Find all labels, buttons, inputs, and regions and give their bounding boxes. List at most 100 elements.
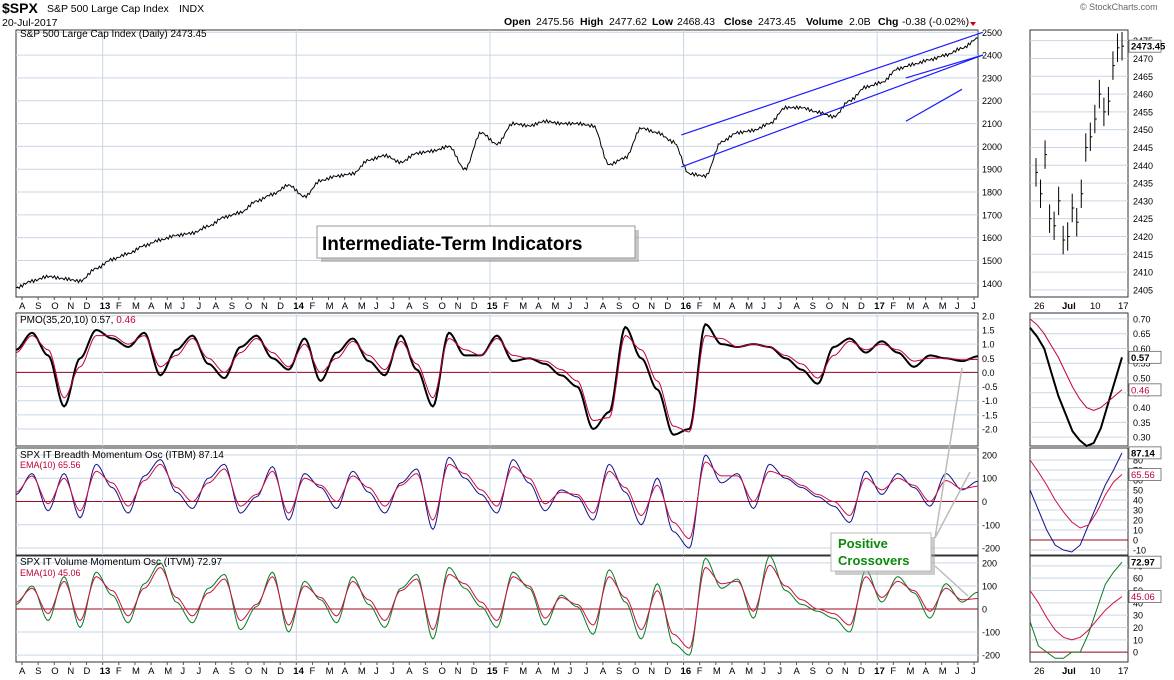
x-month-label: S (810, 666, 816, 677)
pmo-value-badge-text: 0.46 (1131, 385, 1150, 396)
x-month-label: A (729, 301, 736, 312)
x-month-label: F (116, 666, 122, 677)
itbm-inset-ytick-label: 0 (1133, 536, 1138, 546)
crossover-text-line1: Positive (838, 536, 888, 551)
x-month-label: A (535, 666, 542, 677)
x-month-label: D (277, 666, 284, 677)
pmo-inset-frame (1029, 312, 1129, 447)
inset-x-label: 26 (1034, 666, 1045, 677)
x-month-label: F (697, 666, 703, 677)
pmo-series-1-line (15, 335, 978, 433)
x-month-label: J (568, 666, 573, 677)
x-month-label: J (777, 301, 782, 312)
x-month-label: O (51, 301, 58, 312)
x-month-label: S (35, 666, 41, 677)
x-month-label: A (148, 301, 155, 312)
x-month-label: N (261, 301, 268, 312)
volume-label: Volume (806, 16, 843, 28)
itbm-inset-ytick-label: 30 (1133, 506, 1143, 516)
x-month-label: M (326, 301, 334, 312)
x-month-label: J (568, 301, 573, 312)
x-month-label: O (826, 666, 833, 677)
pmo-ytick-label: 2.0 (982, 311, 995, 321)
x-month-label: M (164, 666, 172, 677)
itvm-ytick-label: -200 (982, 651, 1000, 661)
x-month-label: A (148, 666, 155, 677)
x-month-label: J (584, 666, 589, 677)
x-month-label: A (923, 301, 930, 312)
pmo-ytick-label: 1.0 (982, 340, 995, 350)
x-month-label: J (196, 301, 201, 312)
x-month-label: J (390, 666, 395, 677)
close-label: Close (724, 16, 753, 28)
pmo-inset-series-0-line (1029, 327, 1123, 448)
price-ytick-label: 2500 (982, 28, 1002, 38)
x-year-label: 16 (681, 666, 692, 677)
x-month-label: O (439, 666, 446, 677)
x-month-label: A (213, 301, 220, 312)
inset-x-label: Jul (1062, 301, 1076, 312)
itbm-inset-ytick-label: 20 (1133, 516, 1143, 526)
price-ytick-label: 1400 (982, 279, 1002, 289)
price-panel-frame (15, 29, 979, 298)
price-inset-ytick-label: 2425 (1133, 214, 1153, 224)
x-month-label: F (503, 301, 509, 312)
inset-x-label: 17 (1118, 301, 1129, 312)
x-month-label: D (277, 301, 284, 312)
x-month-label: N (261, 666, 268, 677)
chart-axes: 1400150016001700180019002000210022002300… (19, 28, 1166, 677)
pmo-inset-ytick-label: 0.65 (1133, 329, 1151, 339)
callout-pointer-itvm (934, 565, 969, 597)
x-month-label: A (213, 666, 220, 677)
x-month-label: F (503, 666, 509, 677)
pmo-ytick-label: -1.5 (982, 410, 998, 420)
x-month-label: D (84, 666, 91, 677)
price-inset-ytick-label: 2465 (1133, 72, 1153, 82)
x-month-label: J (374, 666, 379, 677)
pmo-ytick-label: 1.5 (982, 325, 995, 335)
x-month-label: M (713, 301, 721, 312)
x-month-label: A (19, 666, 26, 677)
itbm-ema-label: EMA(10) 65.56 (20, 460, 81, 470)
x-month-label: F (890, 666, 896, 677)
x-month-label: D (858, 301, 865, 312)
price-inset-ytick-label: 2455 (1133, 107, 1153, 117)
x-year-label: 14 (293, 666, 304, 677)
x-year-label: 17 (874, 666, 885, 677)
x-year-label: 16 (681, 301, 692, 312)
trend-channel-line-1 (681, 54, 984, 168)
chg-label: Chg (878, 16, 898, 28)
x-month-label: N (455, 666, 462, 677)
inset-x-label: 17 (1118, 666, 1129, 677)
itvm-ema-label: EMA(10) 45.06 (20, 568, 81, 578)
high-value: 2477.62 (609, 16, 647, 28)
x-month-label: A (406, 666, 413, 677)
x-month-label: J (374, 301, 379, 312)
x-month-label: F (116, 301, 122, 312)
price-ytick-label: 2400 (982, 51, 1002, 61)
x-month-label: D (664, 666, 671, 677)
itbm-ytick-label: 100 (982, 474, 997, 484)
panel-labels: S&P 500 Large Cap Index (Daily) 2473.45 … (20, 29, 224, 578)
x-month-label: M (132, 666, 140, 677)
itbm-panel-label: SPX IT Breadth Momentum Osc (ITBM) 87.14 (20, 450, 224, 461)
brand-watermark: © StockCharts.com (1080, 2, 1158, 12)
pmo-panel-frame (15, 312, 979, 447)
pmo-panel-label: PMO(35,20,10) 0.57, 0.46 (20, 315, 136, 326)
pmo-value-badge-text: 0.57 (1131, 353, 1150, 364)
x-month-label: D (471, 301, 478, 312)
pmo-inset-ytick-label: 0.30 (1133, 433, 1151, 443)
x-month-label: M (519, 301, 527, 312)
trend-channel-line-0 (681, 31, 984, 136)
x-month-label: F (890, 301, 896, 312)
price-inset-ytick-label: 2410 (1133, 268, 1153, 278)
pmo-inset-series-1-line (1029, 318, 1123, 412)
close-value: 2473.45 (758, 16, 796, 28)
x-month-label: J (777, 666, 782, 677)
x-month-label: N (842, 666, 849, 677)
x-month-label: S (229, 666, 235, 677)
itbm-inset-ytick-label: 10 (1133, 526, 1143, 536)
title-annotation-text: Intermediate-Term Indicators (322, 234, 582, 255)
x-month-label: S (616, 666, 622, 677)
pmo-inset-ytick-label: 0.50 (1133, 374, 1151, 384)
